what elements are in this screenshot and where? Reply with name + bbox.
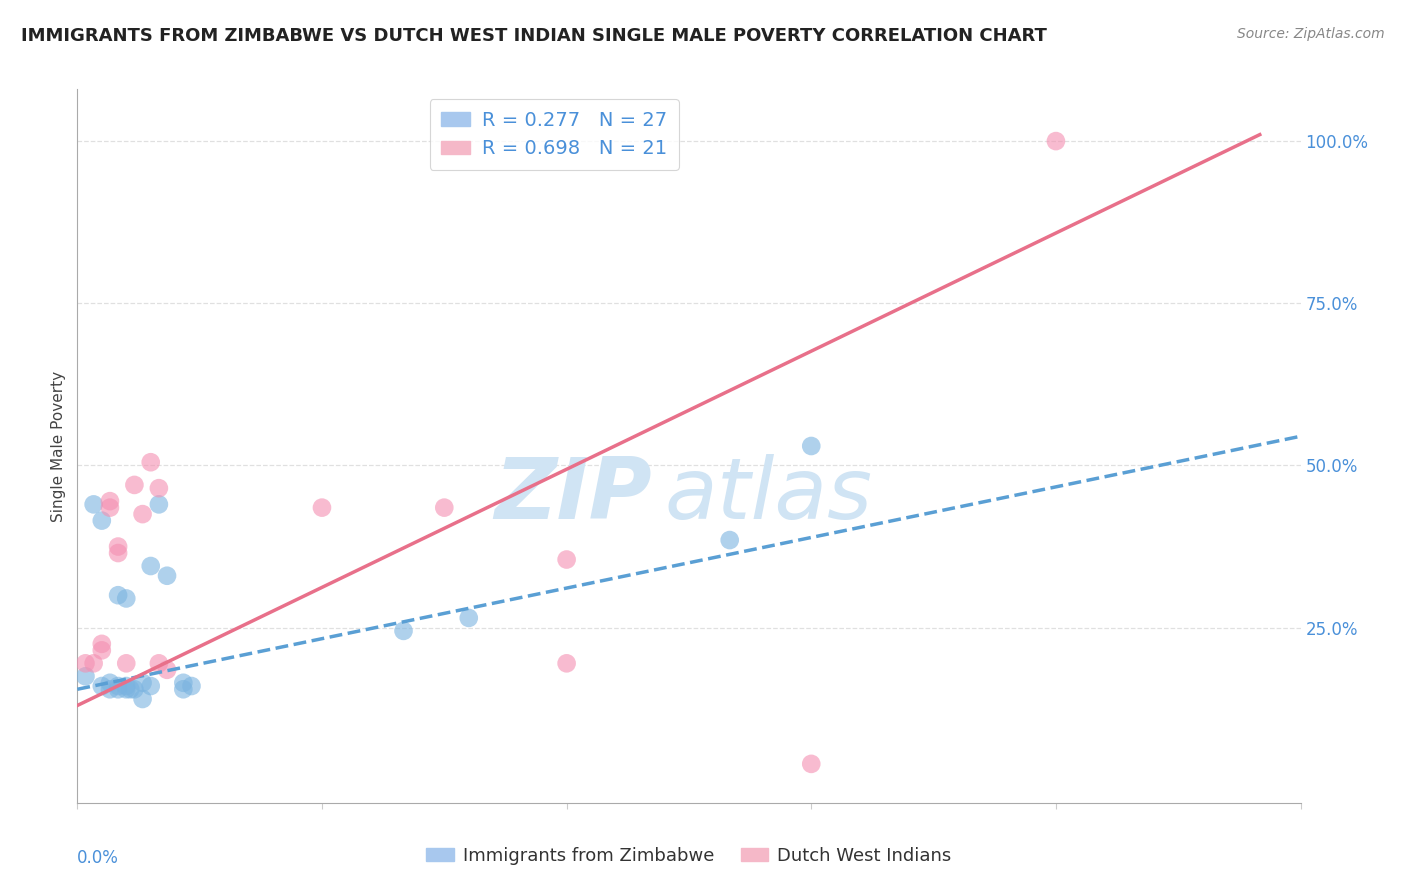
Point: [90, 514, 112, 528]
Point: [120, 682, 142, 697]
Point: [90, 679, 112, 693]
Point: [107, 546, 129, 560]
Point: [392, 624, 415, 638]
Point: [172, 682, 194, 697]
Point: [115, 591, 138, 606]
Point: [98, 682, 121, 697]
Point: [98, 675, 121, 690]
Point: [131, 692, 153, 706]
Point: [555, 552, 578, 566]
Point: [148, 657, 170, 671]
Point: [75, 669, 97, 683]
Point: [115, 657, 138, 671]
Point: [457, 611, 479, 625]
Text: 0.0%: 0.0%: [77, 849, 120, 867]
Point: [75, 657, 97, 671]
Point: [98, 500, 121, 515]
Point: [139, 455, 162, 469]
Point: [107, 540, 129, 554]
Point: [90, 637, 112, 651]
Point: [139, 559, 162, 574]
Point: [148, 497, 170, 511]
Point: [83, 657, 105, 671]
Point: [98, 494, 121, 508]
Point: [800, 756, 823, 771]
Point: [115, 682, 138, 697]
Point: [83, 497, 105, 511]
Point: [148, 481, 170, 495]
Point: [131, 675, 153, 690]
Point: [800, 439, 823, 453]
Point: [433, 500, 456, 515]
Text: IMMIGRANTS FROM ZIMBABWE VS DUTCH WEST INDIAN SINGLE MALE POVERTY CORRELATION CH: IMMIGRANTS FROM ZIMBABWE VS DUTCH WEST I…: [21, 27, 1047, 45]
Legend: Immigrants from Zimbabwe, Dutch West Indians: Immigrants from Zimbabwe, Dutch West Ind…: [419, 840, 959, 872]
Point: [718, 533, 741, 547]
Point: [124, 478, 146, 492]
Point: [115, 679, 138, 693]
Point: [180, 679, 202, 693]
Text: atlas: atlas: [665, 454, 873, 538]
Point: [131, 507, 153, 521]
Point: [107, 679, 129, 693]
Point: [107, 682, 129, 697]
Point: [555, 657, 578, 671]
Point: [156, 663, 179, 677]
Text: Source: ZipAtlas.com: Source: ZipAtlas.com: [1237, 27, 1385, 41]
Point: [124, 682, 146, 697]
Point: [139, 679, 162, 693]
Y-axis label: Single Male Poverty: Single Male Poverty: [51, 370, 66, 522]
Point: [156, 568, 179, 582]
Point: [107, 588, 129, 602]
Point: [90, 643, 112, 657]
Point: [172, 675, 194, 690]
Point: [311, 500, 333, 515]
Point: [1045, 134, 1067, 148]
Text: ZIP: ZIP: [495, 454, 652, 538]
